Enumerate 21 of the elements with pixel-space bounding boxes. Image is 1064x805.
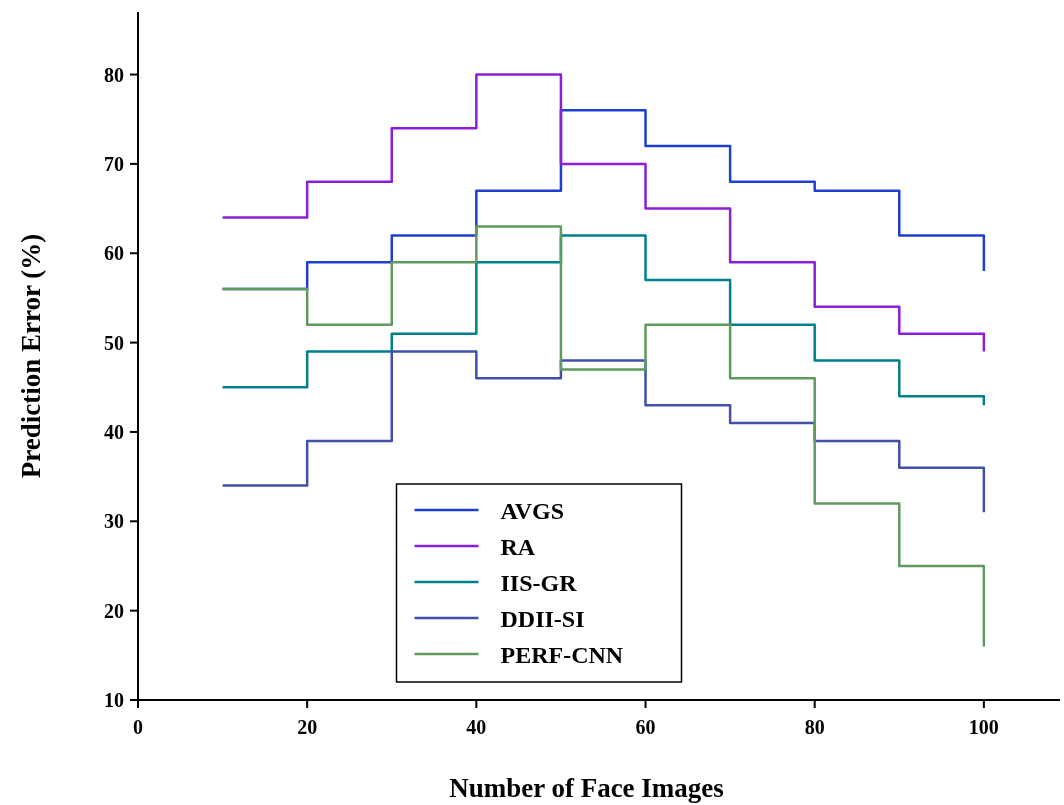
y-tick-label: 50 (104, 331, 124, 354)
legend-label: RA (500, 534, 536, 560)
y-axis-title: Prediction Error (%) (16, 233, 46, 479)
y-tick-label: 10 (104, 689, 124, 711)
y-tick-label: 70 (104, 152, 124, 175)
legend-label: AVGS (500, 498, 565, 524)
y-tick-label: 60 (104, 242, 124, 265)
x-tick-label: 40 (466, 716, 487, 738)
x-tick-label: 80 (804, 716, 825, 738)
y-tick-label: 80 (104, 63, 124, 86)
x-tick-label: 20 (297, 716, 318, 738)
legend-label: PERF-CNN (500, 642, 624, 668)
legend-label: IIS-GR (500, 570, 578, 596)
x-tick-label: 100 (968, 716, 999, 738)
x-axis-title: Number of Face Images (449, 773, 724, 803)
y-tick-label: 40 (104, 420, 124, 443)
x-tick-label: 60 (635, 716, 656, 738)
legend-label: DDII-SI (500, 606, 585, 632)
x-tick-label: 0 (133, 716, 143, 738)
y-tick-label: 30 (104, 510, 124, 533)
y-tick-label: 20 (104, 599, 124, 622)
